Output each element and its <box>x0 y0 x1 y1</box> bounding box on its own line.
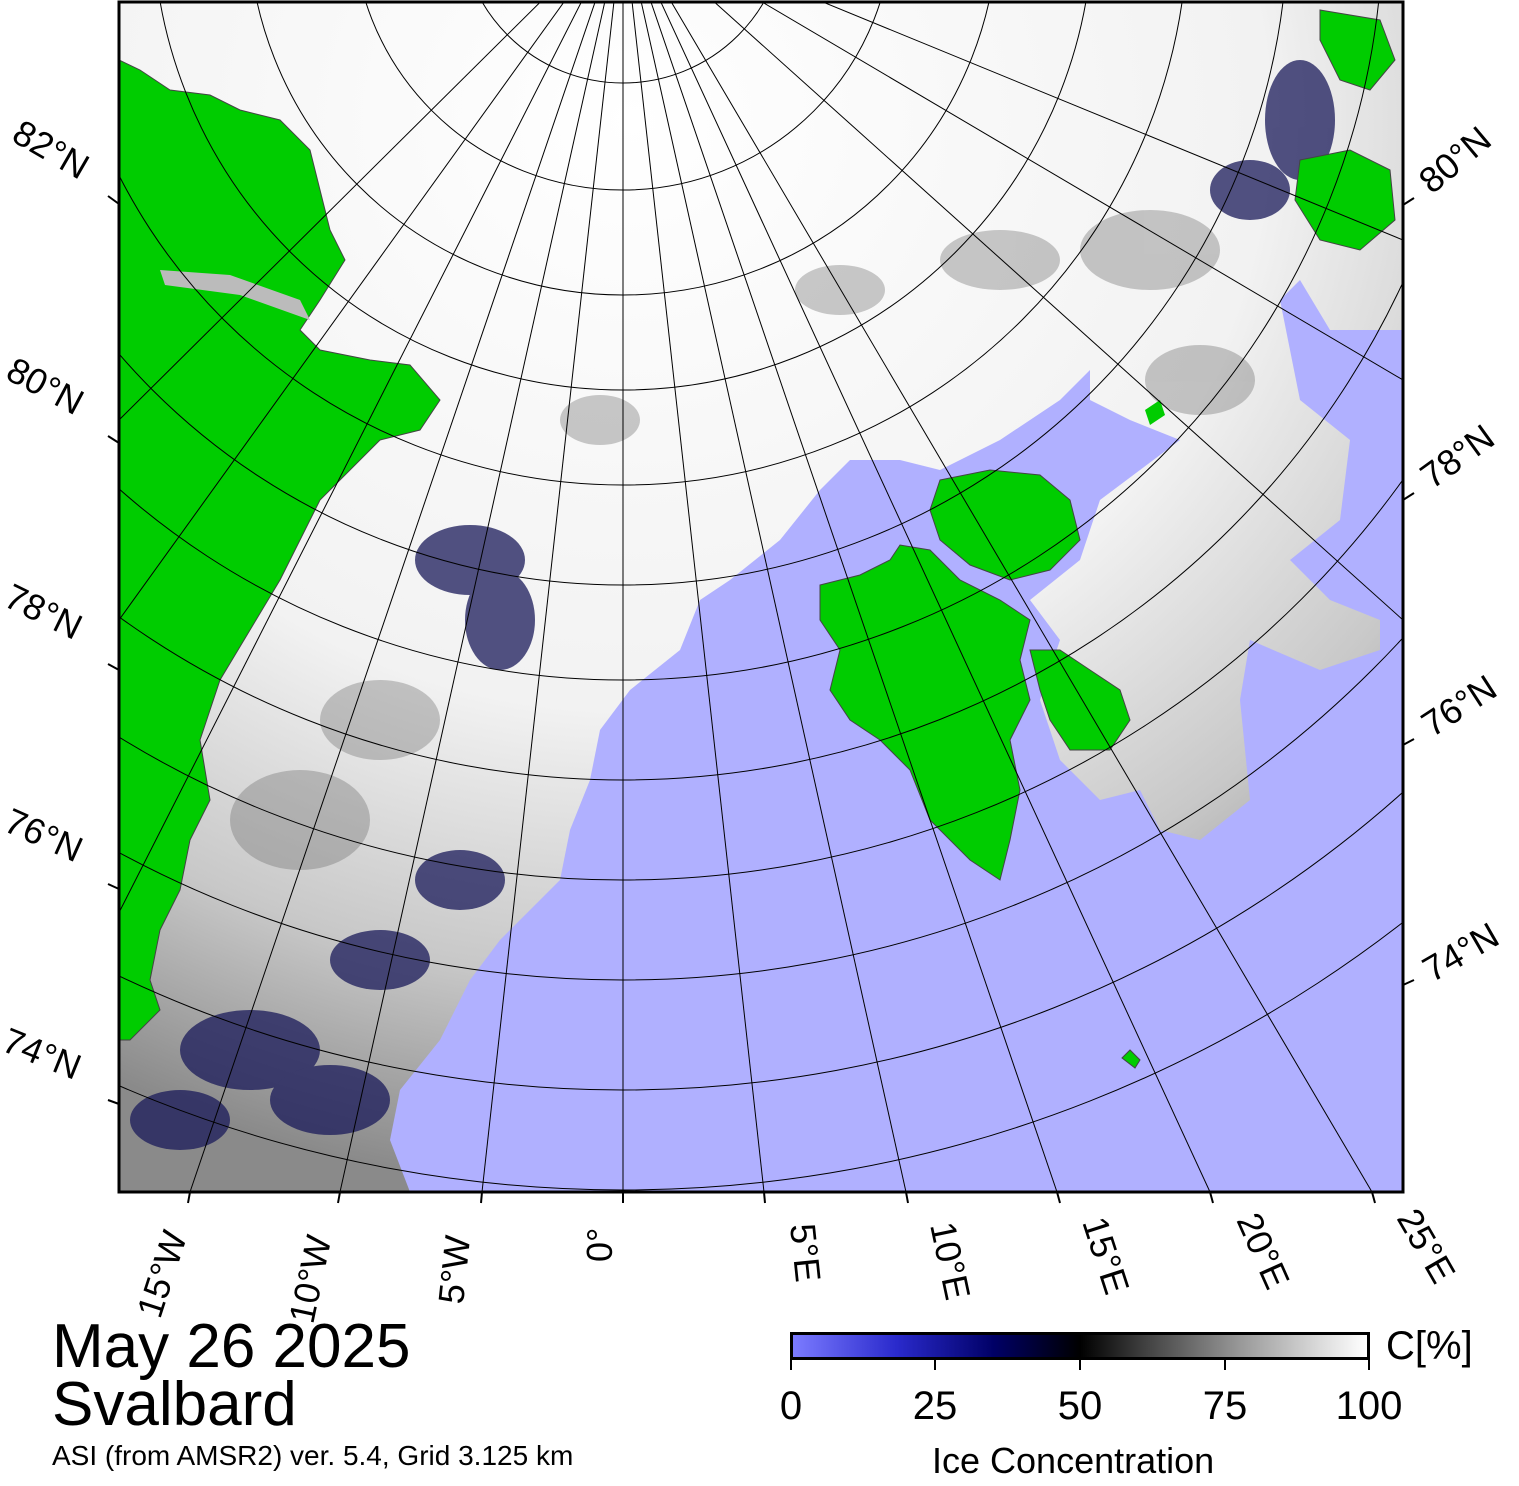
colorbar-tick-label: 25 <box>912 1384 958 1428</box>
lat-label-left: 82°N <box>6 111 96 187</box>
lon-label: 20°E <box>1229 1207 1298 1295</box>
lon-label: 10°E <box>922 1218 978 1303</box>
greenland-land <box>119 59 441 1041</box>
nordaustlandet-land <box>929 469 1081 581</box>
lat-label-left: 80°N <box>0 349 90 423</box>
title-block: May 26 2025 Svalbard ASI (from AMSR2) ve… <box>52 1312 574 1472</box>
colorbar-tick-label: 75 <box>1202 1384 1248 1428</box>
colorbar-tick <box>1079 1358 1081 1370</box>
spitsbergen-land <box>819 544 1031 881</box>
lat-label-left: 76°N <box>0 800 89 870</box>
lon-label: 5°W <box>430 1234 478 1306</box>
colorbar-tick-label: 100 <box>1335 1384 1403 1428</box>
colorbar-unit: C[%] <box>1386 1324 1473 1368</box>
colorbar-tick <box>934 1358 936 1370</box>
colorbar-gradient <box>790 1332 1370 1360</box>
map-region: Svalbard <box>52 1370 297 1439</box>
marginal-ice-patches <box>130 60 1335 1150</box>
edgeoya-land <box>1029 649 1131 751</box>
lat-label-right: 78°N <box>1413 416 1502 496</box>
colorbar-tick-label: 50 <box>1057 1384 1103 1428</box>
lon-label: 25°E <box>1389 1202 1464 1290</box>
colorbar-tick <box>1368 1358 1370 1370</box>
ice-texture <box>230 210 1255 870</box>
colorbar-title: Ice Concentration <box>932 1440 1215 1481</box>
map-frame <box>117 0 1405 1194</box>
graticule <box>119 2 1403 1192</box>
lon-label: 15°W <box>129 1226 195 1323</box>
lon-label: 0° <box>579 1228 620 1262</box>
greenland-fjord <box>160 270 310 320</box>
colorbar-tick <box>1224 1358 1226 1370</box>
colorbar-tick <box>790 1358 792 1370</box>
lon-label: 5°E <box>782 1222 829 1284</box>
kvitoya-land <box>1145 400 1165 425</box>
lat-label-right: 80°N <box>1411 118 1499 201</box>
colorbar-tick-label: 0 <box>779 1384 803 1428</box>
bjornoya-land <box>1121 1049 1141 1069</box>
data-credit: ASI (from AMSR2) ver. 5.4, Grid 3.125 km <box>52 1440 574 1471</box>
axis-ticks <box>107 195 1415 1204</box>
lat-label-left: 78°N <box>0 575 89 647</box>
lat-label-left: 74°N <box>0 1019 87 1087</box>
lat-label-right: 74°N <box>1416 914 1506 990</box>
lon-label: 15°E <box>1074 1212 1137 1299</box>
franz-josef-land <box>1294 9 1396 251</box>
map-date: May 26 2025 <box>52 1312 411 1381</box>
lat-label-right: 76°N <box>1414 667 1504 745</box>
